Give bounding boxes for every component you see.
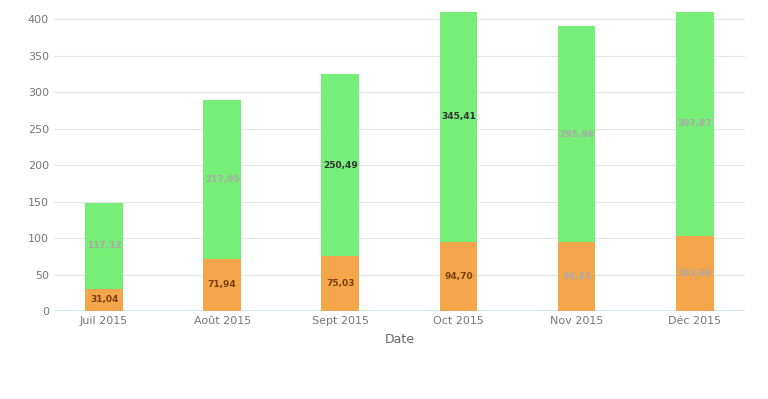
Bar [321,257,359,311]
Text: 103,69: 103,69 [677,269,712,278]
Bar [204,100,241,259]
Bar [85,288,123,311]
Text: 307,87: 307,87 [677,119,712,128]
Bar [321,74,359,257]
Bar [439,242,478,311]
Bar [676,235,713,311]
Bar [558,26,595,242]
Text: 217,95: 217,95 [205,175,240,184]
Text: 31,04: 31,04 [90,295,118,304]
Bar [204,259,241,311]
Text: 75,03: 75,03 [326,279,355,288]
Text: 250,49: 250,49 [323,160,358,170]
Text: 71,94: 71,94 [208,280,237,289]
Text: 345,41: 345,41 [441,112,476,120]
Bar [676,11,713,235]
Bar [439,0,478,242]
Bar [85,203,123,288]
Bar [558,242,595,311]
Text: 117,12: 117,12 [87,241,121,250]
Text: 94,70: 94,70 [444,272,473,281]
X-axis label: Date: Date [384,333,415,346]
Text: 295,98: 295,98 [559,130,594,139]
Text: 94,43: 94,43 [562,272,591,281]
